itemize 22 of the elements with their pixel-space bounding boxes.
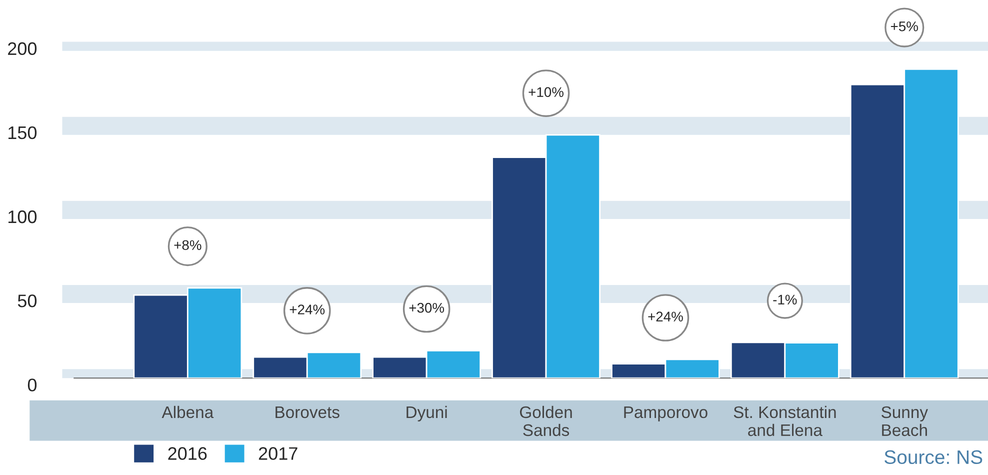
x-tick-label: Borovets <box>276 406 340 418</box>
x-tick-label: Pamporovo <box>624 406 708 422</box>
y-tick-label: 50 <box>18 294 37 308</box>
legend-label: 2016 <box>168 447 207 460</box>
annotation: +24% <box>290 304 325 314</box>
annotation: +30% <box>409 302 444 313</box>
annotation: -1% <box>773 294 797 304</box>
annotation: +10% <box>528 87 564 98</box>
x-tick-label: Golden Sands <box>520 406 572 436</box>
x-tick-label: Sunny Beach <box>882 406 928 436</box>
annotation: +24% <box>648 312 683 322</box>
source-note: Source: NS <box>884 450 982 464</box>
y-tick-label: 200 <box>8 42 37 56</box>
text: +5% <box>890 21 918 32</box>
x-tick-label: St. Konstantin and Elena <box>734 406 836 436</box>
y-tick-label: 150 <box>8 126 37 140</box>
y-tick-label: 100 <box>8 210 37 224</box>
annotation: +8% <box>174 240 202 250</box>
x-tick-label: Albena <box>162 406 214 418</box>
legend-label: 2017 <box>258 447 298 460</box>
x-tick-label: Dyuni <box>406 406 447 422</box>
y-tick-label: 0 <box>28 378 37 392</box>
